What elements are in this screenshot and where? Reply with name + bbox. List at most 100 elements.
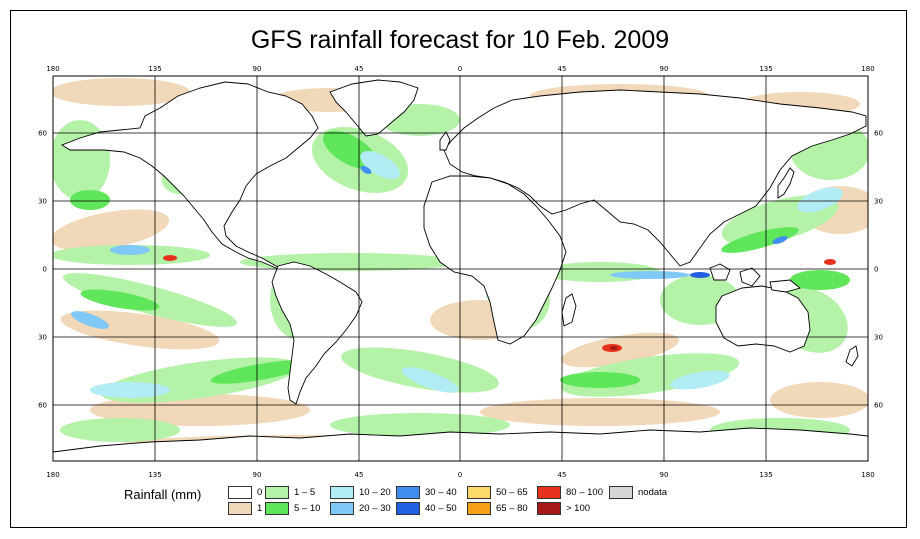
- legend-label: > 100: [566, 503, 591, 514]
- legend-item: 40 – 50: [396, 502, 457, 515]
- lon-tick-top: 90: [253, 65, 262, 73]
- precip-cell: [240, 253, 460, 271]
- precip-cell: [824, 259, 836, 265]
- lat-tick-right: 60: [874, 402, 883, 410]
- legend-swatch: [228, 502, 252, 515]
- graticule: [53, 76, 868, 461]
- legend-swatch: [537, 486, 561, 499]
- lon-tick-top: 0: [458, 65, 462, 73]
- lon-tick-top: 180: [861, 65, 874, 73]
- lon-tick-bottom: 45: [355, 471, 364, 479]
- legend-label: 20 – 30: [359, 503, 391, 514]
- lon-tick-bottom: 90: [253, 471, 262, 479]
- legend-swatch: [396, 502, 420, 515]
- lon-tick-top: 135: [759, 65, 772, 73]
- lat-tick-right: 0: [874, 266, 878, 274]
- precip-cell: [330, 413, 510, 437]
- lat-tick-left: 60: [38, 402, 47, 410]
- precip-cell: [360, 151, 400, 179]
- precip-cell: [721, 227, 799, 253]
- precip-cell: [610, 346, 618, 350]
- precip-cell: [360, 166, 372, 174]
- africa: [423, 175, 567, 345]
- lon-tick-top: 135: [148, 65, 161, 73]
- lon-tick-bottom: 180: [861, 471, 874, 479]
- precip-cell: [53, 78, 190, 106]
- legend-item: 0: [228, 486, 262, 499]
- lat-tick-left: 60: [38, 130, 47, 138]
- legend-item: 65 – 80: [467, 502, 528, 515]
- lon-tick-top: 180: [46, 65, 59, 73]
- precip-cell: [60, 418, 180, 442]
- legend-item: 5 – 10: [265, 502, 320, 515]
- precip-cell: [53, 209, 170, 251]
- precip-cell: [401, 367, 459, 393]
- lon-tick-top: 90: [660, 65, 669, 73]
- legend-swatch: [396, 486, 420, 499]
- precip-cell: [163, 255, 177, 261]
- legend-label: nodata: [638, 487, 668, 498]
- lon-tick-bottom: 0: [458, 471, 462, 479]
- legend-label: 10 – 20: [359, 487, 391, 498]
- map-title: GFS rainfall forecast for 10 Feb. 2009: [250, 26, 670, 54]
- axis-ticks: 180 180 135 135 90 90 45 45 0 0 45 45 90 90 135 135 180 1…: [38, 65, 883, 479]
- lon-tick-top: 45: [558, 65, 567, 73]
- legend-label: 0: [257, 487, 263, 498]
- legend-item: > 100: [537, 502, 590, 515]
- precip-cell: [690, 272, 710, 278]
- lat-tick-right: 60: [874, 130, 883, 138]
- legend-label: 80 – 100: [566, 487, 603, 498]
- precip-cell: [560, 372, 640, 388]
- precip-cell: [70, 190, 110, 210]
- lat-tick-left: 0: [43, 266, 47, 274]
- legend-label: 5 – 10: [294, 503, 321, 514]
- legend-label: 65 – 80: [496, 503, 528, 514]
- lon-tick-top: 45: [355, 65, 364, 73]
- south-america: [271, 261, 363, 405]
- precip-cell: [790, 270, 850, 290]
- legend-swatch: [330, 486, 354, 499]
- lat-tick-right: 30: [874, 334, 883, 342]
- japan: [777, 167, 795, 199]
- new-zealand: [845, 345, 859, 367]
- legend-item: 1 – 5: [265, 486, 315, 499]
- greenland: [329, 79, 419, 137]
- eurasia: [443, 89, 867, 267]
- precip-cell: [71, 311, 109, 329]
- legend-swatch: [609, 486, 633, 499]
- legend-swatch: [265, 502, 289, 515]
- lon-tick-bottom: 135: [148, 471, 161, 479]
- figure-frame: [10, 10, 907, 528]
- precip-cell: [610, 271, 690, 279]
- precip-cell: [480, 398, 720, 426]
- precip-cell: [770, 382, 868, 418]
- legend-label: 50 – 65: [496, 487, 528, 498]
- lon-tick-bottom: 135: [759, 471, 772, 479]
- lat-tick-left: 30: [38, 334, 47, 342]
- legend-swatch: [467, 486, 491, 499]
- legend-item: 50 – 65: [467, 486, 528, 499]
- precip-cell: [670, 370, 730, 390]
- precip-cell: [210, 360, 310, 384]
- precip-cell: [90, 382, 170, 398]
- legend-label: 1 – 5: [294, 487, 316, 498]
- legend-item: 80 – 100: [537, 486, 603, 499]
- legend-swatch: [228, 486, 252, 499]
- legend-swatch: [330, 502, 354, 515]
- legend-label: 1: [257, 503, 263, 514]
- legend-item: 20 – 30: [330, 502, 391, 515]
- legend-label: 30 – 40: [425, 487, 457, 498]
- lat-tick-right: 30: [874, 198, 883, 206]
- legend-title: Rainfall (mm): [124, 487, 202, 502]
- legend-swatch: [467, 502, 491, 515]
- north-america: [61, 81, 319, 271]
- precip-cell: [80, 289, 160, 311]
- precip-cell: [772, 236, 788, 244]
- map-border: [52, 75, 869, 462]
- legend-swatch: [265, 486, 289, 499]
- legend-item: nodata: [609, 486, 667, 499]
- lon-tick-bottom: 45: [558, 471, 567, 479]
- legend-item: 1: [228, 502, 262, 515]
- legend-item: 30 – 40: [396, 486, 457, 499]
